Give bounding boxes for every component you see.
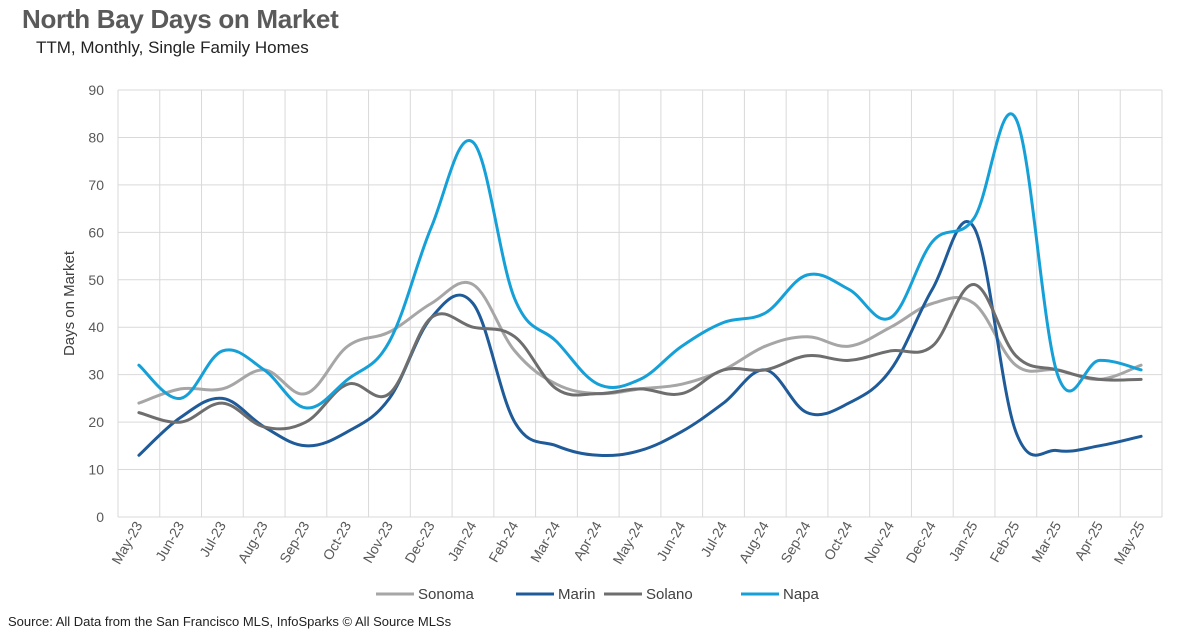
x-tick-label: Apr-24 <box>570 518 605 563</box>
x-tick-label: Feb-24 <box>485 518 521 565</box>
x-tick-label: Jun-24 <box>653 518 688 563</box>
x-tick-label: May-23 <box>108 518 145 567</box>
y-tick-label: 30 <box>88 367 104 383</box>
x-tick-label: Feb-25 <box>986 518 1022 565</box>
y-tick-label: 40 <box>88 319 104 335</box>
series-marin <box>137 219 1143 458</box>
x-tick-label: Aug-24 <box>735 518 772 565</box>
y-tick-label: 80 <box>88 129 104 145</box>
chart-subtitle: TTM, Monthly, Single Family Homes <box>36 38 309 57</box>
x-tick-label: Nov-24 <box>861 518 898 565</box>
x-tick-label: Mar-24 <box>527 518 563 565</box>
x-tick-label: Jan-25 <box>945 518 980 563</box>
series-line-marin <box>137 219 1143 458</box>
x-tick-label: Apr-25 <box>1071 518 1106 563</box>
source-note: Source: All Data from the San Francisco … <box>8 614 452 629</box>
x-tick-label: Sep-23 <box>276 518 313 565</box>
y-tick-label: 70 <box>88 177 104 193</box>
y-tick-label: 0 <box>96 509 104 525</box>
series-line-napa <box>137 112 1143 410</box>
x-tick-label: Oct-23 <box>319 518 354 563</box>
series-line-solano <box>137 283 1143 431</box>
y-tick-label: 50 <box>88 272 104 288</box>
chart-title: North Bay Days on Market <box>22 4 339 34</box>
legend-label-marin: Marin <box>558 586 596 603</box>
y-axis-ticks: 0 10 20 30 40 50 60 70 80 90 <box>88 82 104 525</box>
y-axis-label: Days on Market <box>61 250 78 356</box>
x-tick-label: Dec-24 <box>902 518 939 565</box>
series-solano <box>137 283 1143 431</box>
x-tick-label: Jun-23 <box>152 518 187 563</box>
y-tick-label: 90 <box>88 82 104 98</box>
legend-label-napa: Napa <box>783 586 820 603</box>
x-tick-label: Sep-24 <box>777 518 814 565</box>
x-tick-label: May-25 <box>1111 518 1148 567</box>
x-tick-label: Jan-24 <box>444 518 479 563</box>
x-tick-label: Jul-23 <box>196 518 229 559</box>
x-tick-label: Nov-23 <box>360 518 397 565</box>
x-tick-label: Aug-23 <box>234 518 271 565</box>
series-lines <box>137 112 1143 458</box>
x-tick-label: Dec-23 <box>401 518 438 565</box>
x-axis-ticks: May-23 Jun-23 Jul-23 Aug-23 Sep-23 Oct-23 Nov-… <box>108 518 1148 567</box>
series-napa <box>137 112 1143 410</box>
x-tick-label: Jul-24 <box>697 518 730 559</box>
x-tick-label: May-24 <box>609 518 646 567</box>
legend-label-sonoma: Sonoma <box>418 586 475 603</box>
y-tick-label: 20 <box>88 414 104 430</box>
gridlines <box>117 89 1163 518</box>
x-tick-label: Mar-25 <box>1028 518 1064 565</box>
legend: Sonoma Marin Solano Napa <box>376 586 820 603</box>
x-tick-label: Oct-24 <box>821 518 856 563</box>
y-tick-label: 60 <box>88 224 104 240</box>
legend-label-solano: Solano <box>646 586 693 603</box>
y-tick-label: 10 <box>88 462 104 478</box>
